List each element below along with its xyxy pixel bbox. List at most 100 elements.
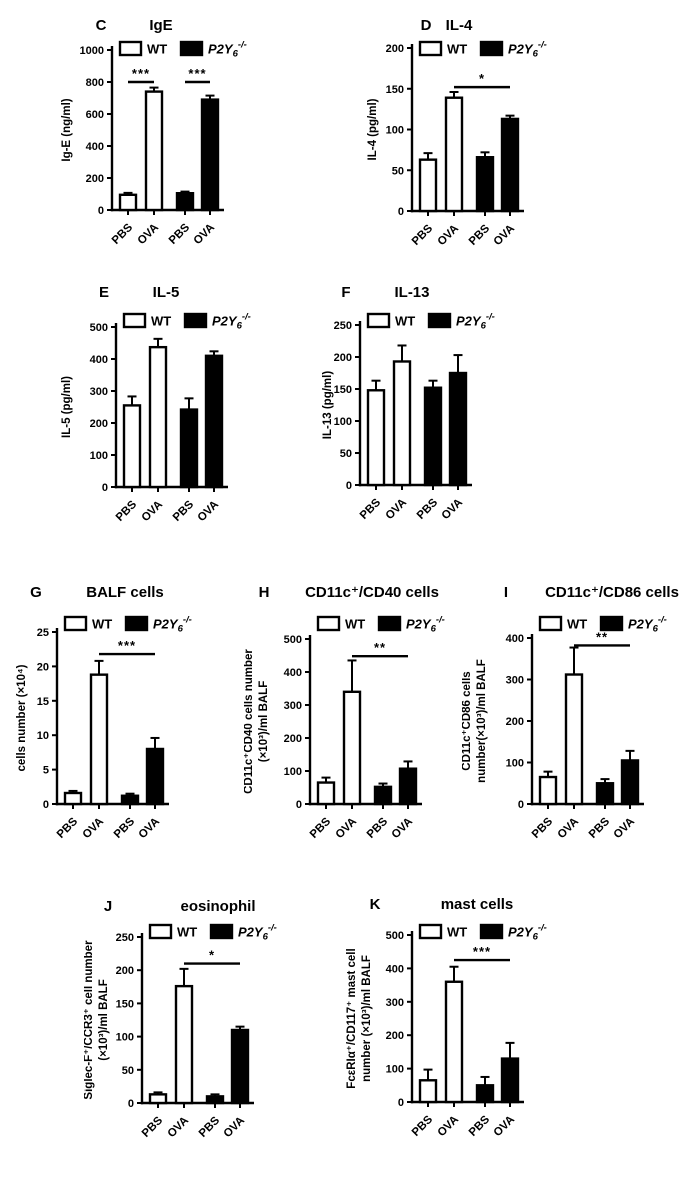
bar-ova-ko (230, 1028, 250, 1105)
y-axis-label: IL-5 (pg/ml) (61, 376, 73, 438)
y-tick-label: 25 (37, 627, 49, 639)
panel-letter: I (504, 584, 508, 601)
legend-wt-swatch (418, 40, 443, 57)
y-tick-label: 600 (86, 109, 104, 121)
y-axis-label: IL-13 (pg/ml) (322, 371, 334, 440)
y-tick-label: 200 (386, 43, 404, 55)
significance-label: *** (473, 944, 491, 959)
x-tick-label: PBS (167, 221, 192, 246)
y-tick-label: 100 (90, 450, 108, 462)
significance-label: ** (374, 640, 386, 655)
panel-e-il5: E IL-5 WT P2Y6-/- 0 100 200 300 400 500 IL-5 (pg/m… (58, 278, 343, 549)
y-tick-label: 100 (116, 1032, 134, 1044)
bar-chart-il5: E IL-5 WT P2Y6-/- 0 100 200 300 400 500 IL-5 (pg/m… (61, 284, 251, 524)
bar-pbs-ko (120, 794, 140, 806)
y-tick-label: 150 (334, 384, 352, 396)
panel-d-il4: D IL-4 WT P2Y6-/- 0 50 100 150 200 IL-4 (pg/ml) PB… (362, 8, 647, 275)
x-tick-label: PBS (587, 815, 612, 840)
x-tick-label: OVA (556, 816, 582, 842)
significance-label: ** (596, 629, 608, 644)
bar-pbs-wt (418, 1079, 438, 1104)
bar-ova-wt (392, 360, 412, 487)
y-axis-label: IL-4 (pg/ml) (367, 98, 379, 160)
legend-wt-label: WT (395, 314, 415, 329)
bar-ova-wt (564, 673, 584, 806)
bar-ova-ko (448, 371, 468, 487)
legend-wt-swatch (122, 312, 147, 329)
y-axis-label: CD11c⁺CD86 cells (462, 671, 473, 770)
legend-ko-label: P2Y6-/- (456, 312, 495, 332)
x-tick-label: OVA (334, 816, 360, 842)
panel-letter: C (96, 17, 107, 34)
y-tick-label: 250 (334, 320, 352, 332)
chart-title: CD11c⁺/CD86 cells (545, 584, 679, 601)
legend-wt-swatch (538, 615, 563, 632)
x-tick-label: OVA (492, 223, 518, 249)
y-tick-label: 0 (518, 799, 524, 811)
legend-ko-label: P2Y6-/- (508, 923, 547, 943)
y-tick-label: 20 (37, 661, 49, 673)
y-tick-label: 50 (340, 448, 352, 460)
significance-label: *** (118, 638, 136, 653)
y-tick-label: 0 (346, 480, 352, 492)
chart-title: IL-5 (153, 284, 180, 301)
x-tick-label: PBS (197, 1114, 222, 1139)
legend-wt-label: WT (447, 925, 467, 940)
bar-pbs-ko (423, 386, 443, 487)
legend-wt-swatch (366, 312, 391, 329)
y-axis-label: (×10³)/ml BALF (258, 681, 270, 762)
bar-ova-wt (342, 690, 362, 806)
legend-ko-label: P2Y6-/- (406, 615, 445, 635)
y-tick-label: 500 (284, 634, 302, 646)
y-tick-label: 100 (284, 766, 302, 778)
legend-wt-swatch (316, 615, 341, 632)
chart-title: IL-13 (394, 284, 429, 301)
legend-wt-label: WT (567, 617, 587, 632)
y-tick-label: 300 (386, 997, 404, 1009)
y-axis-label: number(×10³)/ml BALF (476, 659, 488, 783)
significance-label: * (479, 71, 485, 86)
x-tick-label: OVA (81, 816, 107, 842)
panel-letter: K (370, 896, 381, 913)
bar-pbs-wt (118, 193, 138, 212)
y-tick-label: 400 (86, 141, 104, 153)
y-tick-label: 100 (506, 758, 524, 770)
chart-title: CD11c⁺/CD40 cells (305, 584, 439, 601)
x-tick-label: OVA (436, 1114, 462, 1140)
panel-f-il13: F IL-13 WT P2Y6-/- 0 50 100 150 200 250 IL-13 (pg/… (318, 278, 608, 549)
bar-chart-balf-cells: G BALF cells WT P2Y6-/- 0 5 10 15 20 25 cells numb… (16, 584, 192, 842)
significance-label: *** (188, 66, 206, 81)
bar-ova-wt (144, 90, 164, 212)
bar-chart-il4: D IL-4 WT P2Y6-/- 0 50 100 150 200 IL-4 (pg/ml) PB… (367, 17, 547, 249)
y-tick-label: 300 (506, 675, 524, 687)
y-tick-label: 200 (506, 716, 524, 728)
legend-ko-label: P2Y6-/- (208, 40, 247, 60)
panel-g-balf-cells: G BALF cells WT P2Y6-/- 0 5 10 15 20 25 cells numb… (2, 566, 244, 865)
panel-letter: G (30, 584, 42, 601)
legend-wt-swatch (418, 923, 443, 940)
y-tick-label: 50 (392, 165, 404, 177)
y-axis-label: cells number (×10⁴) (16, 664, 28, 771)
x-tick-label: PBS (530, 815, 555, 840)
x-tick-label: OVA (136, 222, 162, 248)
chart-title: IgE (149, 17, 172, 34)
bar-chart-cd11c-cd40: H CD11c⁺/CD40 cells WT P2Y6-/- 0 100 200 300 400… (243, 584, 445, 842)
y-tick-label: 400 (284, 667, 302, 679)
x-tick-label: OVA (137, 816, 163, 842)
legend-ko-swatch (479, 40, 504, 57)
y-tick-label: 150 (116, 998, 134, 1010)
y-tick-label: 100 (386, 125, 404, 137)
x-tick-label: PBS (410, 1113, 435, 1138)
legend-wt-label: WT (151, 314, 171, 329)
y-tick-label: 500 (90, 322, 108, 334)
y-tick-label: 300 (90, 386, 108, 398)
bar-pbs-ko (205, 1095, 225, 1105)
y-tick-label: 800 (86, 77, 104, 89)
y-tick-label: 10 (37, 730, 49, 742)
legend-wt-label: WT (177, 925, 197, 940)
bar-pbs-ko (179, 408, 199, 489)
y-tick-label: 200 (334, 352, 352, 364)
